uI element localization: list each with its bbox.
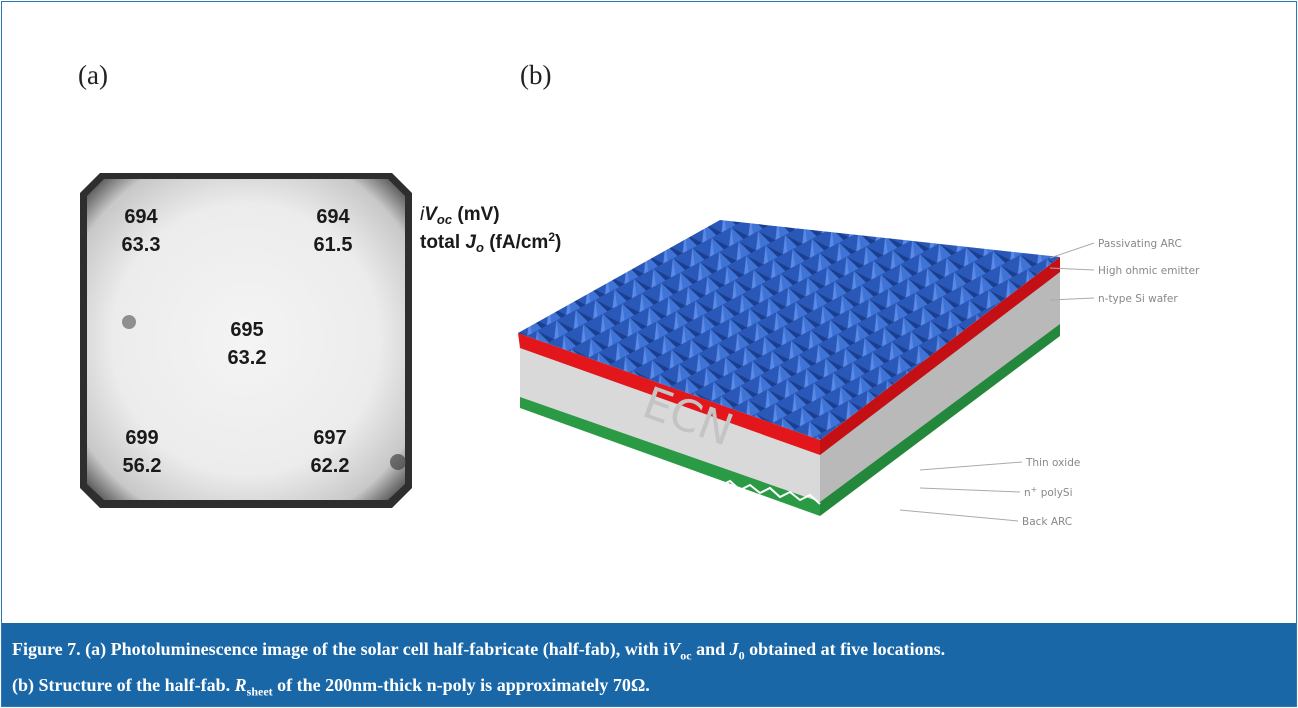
voc-value: 699 bbox=[125, 427, 158, 449]
layer-label: High ohmic emitter bbox=[1098, 265, 1200, 277]
legend-jo: total Jo (fA/cm2) bbox=[420, 230, 561, 255]
caption-line: (b) Structure of the half-fab. Rsheet of… bbox=[12, 671, 1296, 707]
cell-structure bbox=[518, 220, 1060, 516]
layer-label: Thin oxide bbox=[1025, 457, 1080, 469]
defect bbox=[390, 454, 406, 470]
caption-line: Figure 7. (a) Photoluminescence image of… bbox=[12, 635, 1296, 671]
jo-value: 61.5 bbox=[314, 234, 353, 256]
panel-label: (b) bbox=[520, 60, 551, 90]
page: (a) (b) 694 63.3 694 61.5 695 63.2 699 56.2 697 6… bbox=[0, 0, 1298, 708]
voc-value: 695 bbox=[230, 319, 263, 341]
legend-voc: iVoc (mV) bbox=[420, 204, 500, 227]
layer-label: Back ARC bbox=[1022, 516, 1072, 528]
panel-label: (a) bbox=[78, 60, 108, 90]
jo-value: 56.2 bbox=[123, 455, 162, 477]
jo-value: 62.2 bbox=[311, 455, 350, 477]
layer-label: n-type Si wafer bbox=[1098, 293, 1178, 305]
layer-label: Passivating ARC bbox=[1098, 238, 1182, 250]
layer-label: n+ polySi bbox=[1024, 485, 1073, 499]
defect bbox=[122, 315, 136, 329]
voc-value: 694 bbox=[316, 206, 350, 228]
jo-value: 63.3 bbox=[122, 234, 161, 256]
voc-value: 697 bbox=[313, 427, 346, 449]
figure: (a) (b) 694 63.3 694 61.5 695 63.2 699 56.2 697 6… bbox=[0, 0, 1298, 623]
voc-value: 694 bbox=[124, 206, 158, 228]
caption: Figure 7. (a) Photoluminescence image of… bbox=[2, 623, 1296, 706]
jo-value: 63.2 bbox=[228, 347, 267, 369]
